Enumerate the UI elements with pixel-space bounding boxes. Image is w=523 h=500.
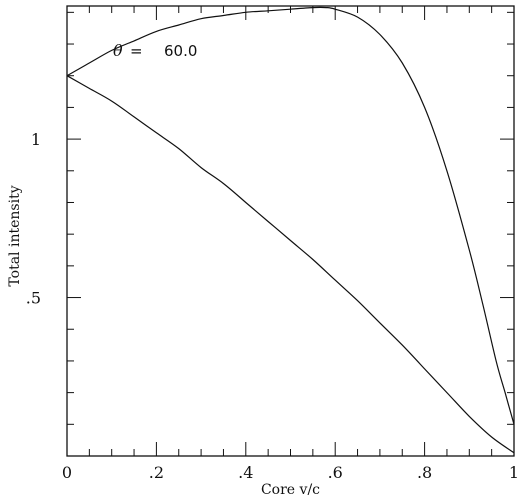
curves — [66, 6, 515, 454]
y-tick-label: 1 — [31, 130, 41, 149]
theta-equals: = — [130, 42, 143, 60]
y-tick-label: .5 — [26, 289, 41, 308]
x-axis-label: Core v/c — [261, 482, 320, 498]
x-tick-label: .6 — [328, 463, 343, 482]
theta-symbol: θ — [113, 41, 123, 60]
tick-labels: 0 .2 .4 .6 .8 1 .5 1 — [26, 130, 519, 482]
theta-annotation: θ = 60.0 — [113, 41, 197, 60]
axis-ticks — [66, 6, 515, 456]
y-axis-label: Total intensity — [7, 185, 23, 286]
series-line-2 — [66, 75, 515, 454]
theta-value: 60.0 — [164, 42, 197, 60]
x-tick-label: .2 — [149, 463, 164, 482]
x-tick-label: 1 — [509, 463, 519, 482]
series-line-1 — [66, 6, 515, 425]
x-tick-label: 0 — [62, 463, 72, 482]
plot-frame — [66, 5, 515, 457]
x-tick-label: .8 — [417, 463, 432, 482]
x-tick-label: .4 — [238, 463, 253, 482]
